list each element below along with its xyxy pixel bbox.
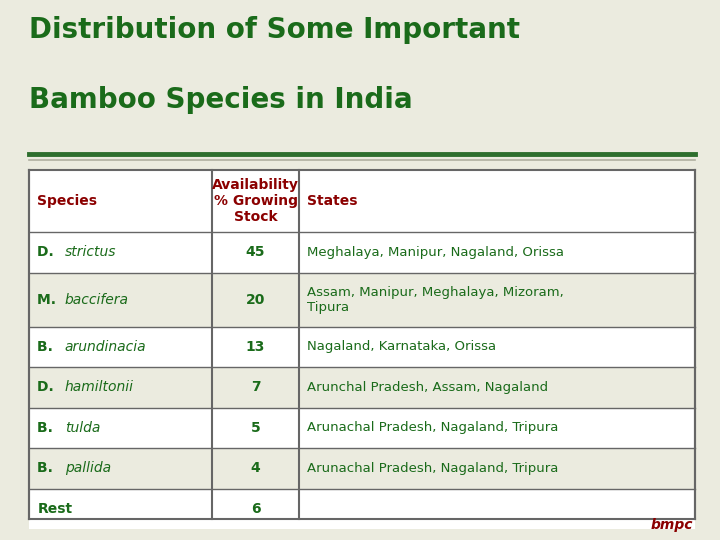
Text: 7: 7 <box>251 381 261 394</box>
FancyBboxPatch shape <box>29 408 695 448</box>
Text: arundinacia: arundinacia <box>65 340 146 354</box>
Text: Rest: Rest <box>37 502 73 516</box>
Text: Arunachal Pradesh, Nagaland, Tripura: Arunachal Pradesh, Nagaland, Tripura <box>307 462 559 475</box>
Text: 20: 20 <box>246 293 265 307</box>
FancyBboxPatch shape <box>29 273 695 327</box>
FancyBboxPatch shape <box>29 367 695 408</box>
Text: 13: 13 <box>246 340 265 354</box>
Text: Arunachal Pradesh, Nagaland, Tripura: Arunachal Pradesh, Nagaland, Tripura <box>307 421 559 435</box>
Text: 45: 45 <box>246 246 266 259</box>
FancyBboxPatch shape <box>29 170 695 232</box>
Text: States: States <box>307 194 358 208</box>
Text: Nagaland, Karnataka, Orissa: Nagaland, Karnataka, Orissa <box>307 340 497 354</box>
Text: M.: M. <box>37 293 61 307</box>
Text: Bamboo Species in India: Bamboo Species in India <box>29 86 413 114</box>
Text: 4: 4 <box>251 462 261 475</box>
Text: D.: D. <box>37 246 59 259</box>
Text: 6: 6 <box>251 502 261 516</box>
Text: strictus: strictus <box>65 246 117 259</box>
Text: pallida: pallida <box>65 462 111 475</box>
Text: Assam, Manipur, Meghalaya, Mizoram,
Tipura: Assam, Manipur, Meghalaya, Mizoram, Tipu… <box>307 286 564 314</box>
Text: hamiltonii: hamiltonii <box>65 381 134 394</box>
Text: Species: Species <box>37 194 97 208</box>
Text: Meghalaya, Manipur, Nagaland, Orissa: Meghalaya, Manipur, Nagaland, Orissa <box>307 246 564 259</box>
Text: baccifera: baccifera <box>65 293 129 307</box>
Text: Arunchal Pradesh, Assam, Nagaland: Arunchal Pradesh, Assam, Nagaland <box>307 381 549 394</box>
Text: 5: 5 <box>251 421 261 435</box>
Text: Distribution of Some Important: Distribution of Some Important <box>29 16 520 44</box>
Text: bmpc: bmpc <box>650 518 693 532</box>
Text: D.: D. <box>37 381 59 394</box>
Text: B.: B. <box>37 421 58 435</box>
FancyBboxPatch shape <box>29 232 695 273</box>
Text: Availability
% Growing
Stock: Availability % Growing Stock <box>212 178 299 224</box>
Text: B.: B. <box>37 462 58 475</box>
Text: B.: B. <box>37 340 58 354</box>
FancyBboxPatch shape <box>29 448 695 489</box>
FancyBboxPatch shape <box>29 327 695 367</box>
Text: tulda: tulda <box>65 421 100 435</box>
FancyBboxPatch shape <box>29 489 695 529</box>
